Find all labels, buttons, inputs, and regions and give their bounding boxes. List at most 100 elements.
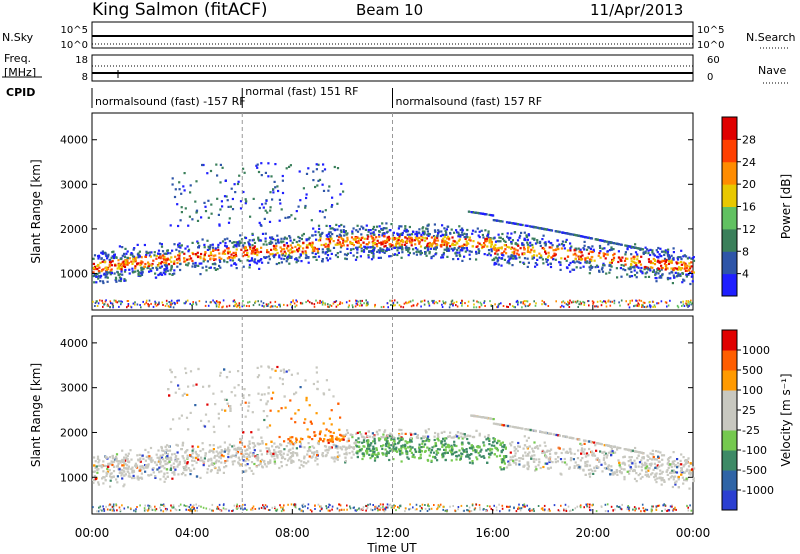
echo-cell bbox=[311, 243, 314, 247]
echo-cell bbox=[263, 305, 266, 308]
echo-cell bbox=[536, 445, 539, 448]
echo-cell bbox=[426, 233, 429, 236]
echo-cell bbox=[112, 470, 116, 473]
echo-cell bbox=[501, 232, 504, 236]
echo-cell bbox=[137, 478, 140, 481]
echo-cell bbox=[233, 386, 236, 389]
echo-cell bbox=[285, 370, 288, 373]
echo-cell bbox=[583, 240, 586, 243]
echo-cell bbox=[233, 256, 236, 259]
echo-cell bbox=[245, 305, 248, 307]
echo-cell bbox=[266, 400, 269, 403]
echo-cell bbox=[117, 266, 120, 269]
echo-cell bbox=[656, 255, 659, 258]
echo-cell bbox=[238, 302, 241, 305]
echo-cell bbox=[222, 305, 224, 308]
echo-cell bbox=[469, 239, 472, 242]
echo-cell bbox=[410, 244, 413, 247]
echo-cell bbox=[599, 246, 602, 249]
echo-cell bbox=[114, 300, 117, 303]
echo-cell bbox=[295, 210, 298, 213]
echo-cell bbox=[422, 231, 425, 234]
echo-cell bbox=[585, 260, 588, 264]
echo-cell bbox=[221, 240, 225, 243]
echo-cell bbox=[474, 230, 477, 233]
echo-cell bbox=[315, 163, 318, 166]
echo-cell bbox=[457, 246, 460, 250]
echo-cell bbox=[348, 452, 351, 455]
echo-cell bbox=[169, 269, 172, 272]
echo-cell bbox=[603, 264, 606, 267]
echo-cell bbox=[447, 237, 451, 240]
echo-cell bbox=[243, 445, 246, 448]
echo-cell bbox=[565, 259, 568, 262]
station-title: King Salmon (fitACF) bbox=[92, 0, 268, 20]
echo-cell bbox=[359, 255, 362, 258]
echo-cell bbox=[398, 242, 401, 245]
echo-cell bbox=[456, 231, 459, 234]
echo-cell bbox=[475, 445, 479, 448]
echo-cell bbox=[141, 261, 144, 264]
echo-cell bbox=[555, 248, 558, 251]
echo-cell bbox=[610, 246, 613, 249]
echo-cell bbox=[256, 249, 259, 252]
echo-cell bbox=[455, 300, 458, 303]
echo-cell bbox=[238, 174, 241, 177]
echo-cell bbox=[619, 466, 622, 469]
echo-cell bbox=[166, 257, 169, 260]
echo-cell bbox=[497, 423, 500, 426]
echo-cell bbox=[221, 252, 224, 255]
echo-cell bbox=[372, 440, 375, 443]
echo-cell bbox=[489, 245, 493, 248]
echo-cell bbox=[597, 254, 600, 257]
echo-cell bbox=[106, 280, 109, 283]
echo-cell bbox=[267, 255, 271, 258]
echo-cell bbox=[679, 261, 683, 264]
echo-cell bbox=[649, 300, 651, 303]
echo-cell bbox=[214, 247, 217, 250]
echo-cell bbox=[351, 304, 354, 307]
echo-cell bbox=[661, 266, 664, 270]
echo-cell bbox=[549, 229, 552, 232]
echo-cell bbox=[508, 462, 511, 465]
echo-cell bbox=[304, 251, 308, 254]
echo-cell bbox=[377, 256, 380, 259]
echo-cell bbox=[511, 458, 514, 461]
echo-cell bbox=[317, 224, 321, 227]
echo-cell bbox=[544, 303, 547, 306]
echo-cell bbox=[478, 230, 481, 233]
echo-cell bbox=[499, 466, 502, 469]
echo-cell bbox=[245, 457, 249, 460]
echo-cell bbox=[482, 455, 485, 458]
echo-cell bbox=[340, 223, 343, 227]
echo-cell bbox=[354, 305, 357, 308]
echo-cell bbox=[574, 461, 577, 464]
echo-cell bbox=[358, 450, 361, 453]
echo-cell bbox=[219, 301, 221, 304]
echo-cell bbox=[246, 463, 249, 466]
echo-cell bbox=[98, 459, 101, 462]
echo-cell bbox=[244, 247, 248, 250]
echo-cell bbox=[533, 226, 536, 229]
echo-cell bbox=[641, 272, 644, 275]
echo-cell bbox=[648, 267, 651, 270]
echo-cell bbox=[602, 264, 605, 267]
echo-cell bbox=[428, 454, 431, 457]
echo-cell bbox=[459, 228, 462, 231]
echo-cell bbox=[370, 258, 374, 261]
echo-cell bbox=[101, 301, 104, 304]
echo-cell bbox=[526, 241, 529, 244]
echo-cell bbox=[103, 261, 106, 264]
echo-cell bbox=[485, 213, 488, 216]
echo-cell bbox=[343, 253, 347, 256]
echo-cell bbox=[687, 269, 690, 272]
echo-cell bbox=[533, 441, 536, 444]
echo-cell bbox=[639, 472, 642, 475]
echo-cell bbox=[517, 441, 520, 445]
echo-cell bbox=[571, 268, 574, 271]
echo-cell bbox=[442, 237, 445, 240]
echo-cell bbox=[123, 252, 126, 255]
echo-cell bbox=[246, 455, 249, 459]
echo-cell bbox=[389, 229, 392, 232]
echo-cell bbox=[235, 248, 238, 251]
